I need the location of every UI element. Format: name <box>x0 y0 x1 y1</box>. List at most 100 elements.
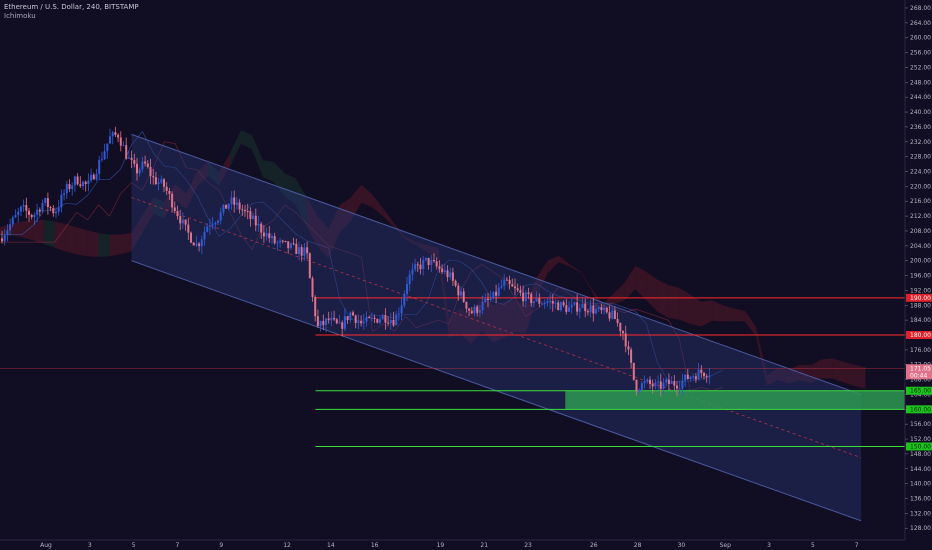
candle-body <box>289 243 292 249</box>
candle-body <box>352 312 354 316</box>
x-tick-label: 9 <box>219 542 223 549</box>
candle-body <box>562 302 565 306</box>
x-tick-label: 5 <box>132 542 136 549</box>
candle-body <box>111 132 114 137</box>
candle-body <box>314 296 317 317</box>
candle-body <box>578 308 581 312</box>
y-tick-label: 256.00 <box>910 50 931 57</box>
channel-upper-line <box>131 133 862 395</box>
candle-body <box>654 382 657 387</box>
candle-body <box>360 321 363 324</box>
candle-body <box>241 209 244 211</box>
cloud-segment <box>262 160 274 183</box>
candle-body <box>125 145 128 159</box>
y-tick-label: 220.00 <box>910 183 931 190</box>
y-tick-label: 136.00 <box>910 496 931 503</box>
cloud-segment <box>98 233 110 257</box>
candle-body <box>373 317 376 319</box>
cloud-segment <box>755 326 767 386</box>
cloud-segment <box>492 301 504 343</box>
candle-body <box>573 302 576 305</box>
candle-body <box>605 307 608 313</box>
y-tick-label: 244.00 <box>910 94 931 101</box>
cloud-segment <box>503 299 515 338</box>
candle-body <box>33 214 36 218</box>
candle-body <box>84 181 87 185</box>
candle-body <box>144 161 147 164</box>
candle-body <box>49 207 52 209</box>
candle-body <box>357 321 360 324</box>
candle-body <box>195 243 198 246</box>
x-tick-label: Aug <box>40 542 52 549</box>
candle-body <box>298 247 300 254</box>
candle-body <box>592 305 595 314</box>
candle-body <box>90 174 93 181</box>
cloud-segment <box>843 361 855 386</box>
cloud-segment <box>65 224 77 255</box>
candle-body <box>630 349 633 363</box>
candle-body <box>670 381 673 384</box>
candle-body <box>322 321 325 325</box>
price-label: 160.00 <box>910 406 931 413</box>
candle-body <box>22 205 25 207</box>
cloud-segment <box>76 227 88 257</box>
candle-body <box>365 317 368 322</box>
candle-body <box>546 301 549 304</box>
cloud-segment <box>832 358 844 383</box>
cloud-segment <box>733 308 745 322</box>
candle-body <box>276 242 279 244</box>
candle-body <box>705 376 708 378</box>
candle-body <box>541 303 543 305</box>
candle-body <box>354 315 357 324</box>
candle-body <box>308 253 311 279</box>
candle-body <box>146 163 149 167</box>
x-tick-label: 19 <box>437 542 445 549</box>
y-tick-label: 128.00 <box>910 525 931 532</box>
candle-body <box>616 319 619 323</box>
candle-body <box>667 379 670 384</box>
candle-body <box>262 232 265 237</box>
candle-body <box>522 292 525 302</box>
candle-body <box>681 380 684 389</box>
candle-body <box>697 369 700 380</box>
y-tick-label: 152.00 <box>910 436 931 443</box>
candle-body <box>265 233 268 237</box>
candle-body <box>181 219 184 224</box>
x-tick-label: 5 <box>811 542 815 549</box>
cloud-segment <box>186 171 198 210</box>
candle-body <box>214 222 217 225</box>
x-tick-label: 26 <box>590 542 598 549</box>
candle-body <box>184 219 187 225</box>
candle-body <box>433 259 435 262</box>
y-tick-label: 232.00 <box>910 139 931 146</box>
candle-body <box>349 312 352 321</box>
candle-body <box>17 211 20 216</box>
y-tick-label: 200.00 <box>910 258 931 265</box>
candle-body <box>462 291 465 302</box>
base-line <box>0 141 724 392</box>
candle-body <box>235 202 238 205</box>
candle-body <box>638 389 641 392</box>
candle-body <box>559 302 562 311</box>
cloud-segment <box>427 245 439 260</box>
candle-body <box>176 211 179 217</box>
candle-body <box>36 209 39 215</box>
candle-body <box>497 287 500 296</box>
y-tick-label: 216.00 <box>910 198 931 205</box>
candle-body <box>657 381 660 383</box>
y-tick-label: 188.00 <box>910 302 931 309</box>
candle-body <box>481 302 484 311</box>
candle-body <box>287 241 290 249</box>
candle-body <box>246 210 249 212</box>
candle-body <box>673 381 676 386</box>
x-tick-label: 28 <box>634 542 642 549</box>
candle-body <box>589 305 592 313</box>
x-tick-label: 3 <box>767 542 771 549</box>
y-tick-label: 252.00 <box>910 64 931 71</box>
candle-body <box>57 207 60 212</box>
cloud-segment <box>624 265 636 301</box>
candle-body <box>484 298 487 303</box>
candle-body <box>190 232 192 243</box>
